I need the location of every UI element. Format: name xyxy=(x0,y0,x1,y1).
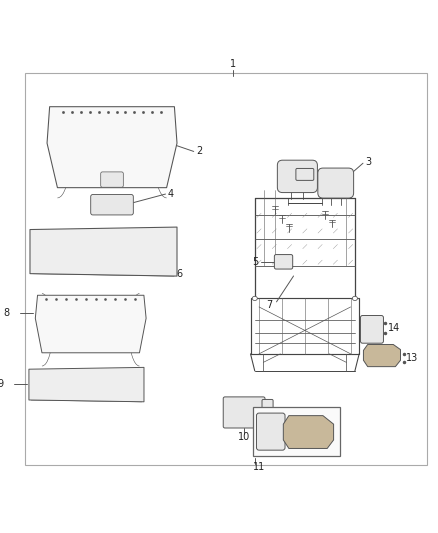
Text: 4: 4 xyxy=(168,189,174,199)
Text: 2: 2 xyxy=(196,147,202,157)
Ellipse shape xyxy=(352,296,357,301)
Bar xyxy=(253,407,340,456)
FancyBboxPatch shape xyxy=(277,160,318,192)
Text: 9: 9 xyxy=(0,378,3,389)
FancyBboxPatch shape xyxy=(262,399,273,425)
Text: 11: 11 xyxy=(253,462,265,472)
Text: 13: 13 xyxy=(406,353,418,363)
Text: 6: 6 xyxy=(177,269,183,279)
FancyBboxPatch shape xyxy=(223,397,265,428)
Text: 1: 1 xyxy=(230,59,237,69)
FancyBboxPatch shape xyxy=(318,168,353,198)
FancyBboxPatch shape xyxy=(296,168,314,180)
FancyBboxPatch shape xyxy=(274,255,293,269)
Polygon shape xyxy=(29,367,144,402)
Text: 14: 14 xyxy=(388,324,400,333)
FancyBboxPatch shape xyxy=(101,172,124,187)
Text: 7: 7 xyxy=(266,300,272,310)
Text: 8: 8 xyxy=(4,308,10,318)
Polygon shape xyxy=(35,295,146,353)
Ellipse shape xyxy=(252,296,258,301)
Polygon shape xyxy=(47,107,177,188)
FancyBboxPatch shape xyxy=(257,413,285,450)
Text: 10: 10 xyxy=(238,432,250,442)
Text: 5: 5 xyxy=(252,257,258,267)
Polygon shape xyxy=(364,344,400,367)
Polygon shape xyxy=(30,227,177,276)
Text: 3: 3 xyxy=(365,157,371,167)
FancyBboxPatch shape xyxy=(360,316,383,343)
Polygon shape xyxy=(283,416,334,448)
FancyBboxPatch shape xyxy=(91,195,133,215)
